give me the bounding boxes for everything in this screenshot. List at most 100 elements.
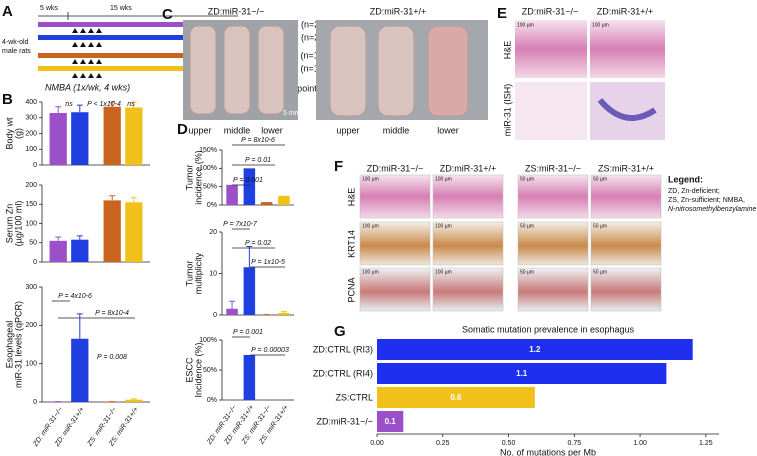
header: ZS:miR-31+/+ — [598, 163, 654, 173]
annotation: P = 4x10-6 — [58, 293, 92, 300]
scale-bar: 100 µm — [435, 223, 452, 229]
header: ZD:miR-31−/− — [367, 163, 424, 173]
bar — [103, 200, 121, 262]
y-tick-label: 300 — [25, 284, 37, 291]
micrograph — [590, 20, 665, 78]
panel-label: D — [177, 121, 188, 138]
error-bar — [130, 197, 137, 203]
annotation: P = 1x10-5 — [251, 259, 285, 266]
header: ZD:miR-31+/+ — [440, 163, 497, 173]
error-bar — [280, 311, 287, 313]
y-tick-label: 100% — [199, 337, 217, 344]
error-bar — [55, 236, 62, 241]
header: ZD:miR-31+/+ — [597, 6, 654, 16]
micrograph — [432, 174, 504, 219]
group-bar — [38, 35, 238, 40]
error-bar — [246, 246, 253, 268]
micrograph — [590, 221, 662, 266]
y-axis-label: Esophageal — [4, 321, 14, 369]
y-axis-label: Body wt — [4, 117, 14, 150]
panel-label: B — [2, 91, 13, 108]
x-axis-label: No. of mutations per Mb — [500, 447, 596, 456]
micrograph — [590, 174, 662, 219]
x-tick-label: 0.75 — [567, 440, 581, 447]
error-bar — [55, 106, 62, 114]
y-axis-label: Serum Zn — [4, 204, 14, 244]
x-tick-label: 1.00 — [633, 440, 647, 447]
legend-text: N-nitrosomethylbenzylamine — [668, 206, 756, 213]
micrograph — [432, 267, 504, 312]
annotation: P = 0.02 — [245, 240, 271, 247]
bar — [49, 113, 67, 165]
y-tick-label: 200 — [25, 130, 37, 137]
annotation: P = 0.01 — [245, 157, 271, 164]
y-tick-label: 400 — [25, 99, 37, 106]
legend-text: ZD, Zn-deficient; — [668, 188, 720, 195]
value-label: 0.1 — [385, 417, 397, 426]
legend-text: ZS, Zn-sufficient; NMBA, — [668, 197, 745, 204]
group-bar — [38, 53, 238, 58]
bar — [125, 399, 143, 402]
error-bar — [76, 235, 83, 240]
bar — [278, 195, 290, 205]
segment: middle — [383, 125, 410, 135]
scale-bar: 100 µm — [435, 269, 452, 275]
y-axis-label: incidence (%) — [193, 150, 203, 205]
period: 5 wks — [40, 5, 58, 12]
row-label: PCNA — [346, 277, 356, 302]
error-bar — [130, 101, 137, 108]
micrograph — [359, 267, 431, 312]
scale-bar: 100 µm — [362, 223, 379, 229]
scale-bar: 50 µm — [593, 269, 607, 275]
y-axis-label: ESCC — [184, 357, 194, 383]
value-label: 0.6 — [450, 393, 462, 402]
annotation: P = 8x10-4 — [95, 310, 129, 317]
micrograph — [517, 174, 589, 219]
micrograph — [590, 267, 662, 312]
bar — [125, 202, 143, 262]
annotation: P = 0.001 — [233, 177, 263, 184]
panel-label: C — [162, 6, 173, 23]
bar — [377, 387, 535, 408]
y-tick-label: 100 — [25, 361, 37, 368]
annotation: P = 8x10-6 — [241, 137, 275, 144]
group-bar — [38, 66, 238, 71]
y-tick-label: 10 — [209, 270, 217, 277]
micrograph — [432, 221, 504, 266]
bar — [226, 308, 238, 315]
micrograph — [515, 82, 587, 140]
annotation: ns — [65, 101, 73, 108]
y-tick-label: ZD:CTRL (RI4) — [313, 368, 373, 378]
bar — [103, 106, 121, 165]
scale-bar: 50 µm — [593, 223, 607, 229]
y-tick-label: 200 — [25, 322, 37, 329]
tissue — [189, 25, 469, 117]
panel-label: F — [334, 158, 343, 175]
bar — [125, 107, 143, 165]
scale-bar: 50 µm — [520, 269, 534, 275]
error-bar — [109, 195, 116, 201]
bar — [243, 168, 256, 205]
panel-label: A — [2, 3, 13, 20]
bar — [377, 339, 693, 360]
bar — [243, 355, 256, 400]
x-tick-label: 0.25 — [436, 440, 450, 447]
y-tick-label: ZS:CTRL — [335, 392, 373, 402]
y-tick-label: 50% — [203, 184, 217, 191]
row-label: H&E — [502, 41, 512, 60]
value-label: 1.1 — [516, 369, 528, 378]
y-tick-label: 100% — [199, 165, 217, 172]
y-tick-label: 100 — [25, 220, 37, 227]
scale-bar: 50 µm — [520, 223, 534, 229]
y-tick-label: 0 — [33, 399, 37, 406]
x-tick-label: ZD: miR-31−/− — [206, 404, 239, 446]
y-tick-label: 0 — [213, 312, 217, 319]
x-tick-label: 1.25 — [699, 440, 713, 447]
y-axis-label: multiplicity — [193, 252, 203, 294]
nmba-injections — [72, 28, 102, 78]
y-tick-label: 300 — [25, 115, 37, 122]
segment: upper — [188, 125, 211, 135]
y-tick-label: ZD:CTRL (RI3) — [313, 344, 373, 354]
annotation: P = 0.008 — [97, 354, 127, 361]
bar — [226, 184, 238, 205]
